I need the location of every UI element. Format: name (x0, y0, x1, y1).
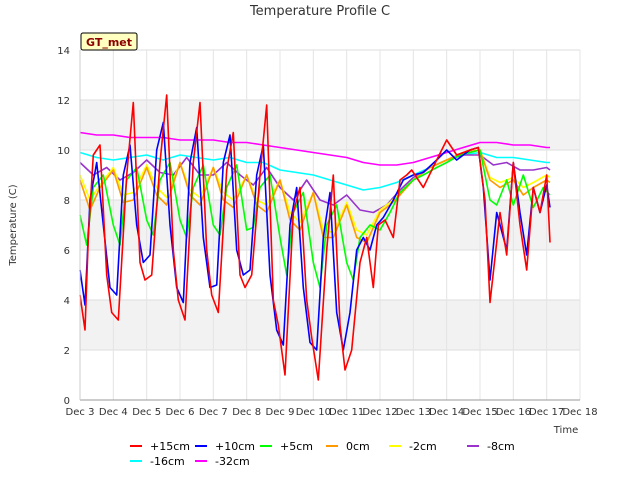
y-tick-labels: 0 2 4 6 8 10 12 14 (57, 46, 70, 407)
x-axis-label: Time (553, 425, 578, 436)
legend-label: +5cm (280, 440, 313, 453)
legend: +15cm +10cm +5cm 0cm -2cm -8cm -16cm -32cm (130, 440, 515, 468)
x-tick-label: Dec 16 (496, 407, 531, 418)
legend-item-+15cm: +15cm (130, 440, 190, 453)
series-line--32cm (79, 131, 550, 166)
y-tick-label: 14 (57, 46, 70, 57)
y-axis-label: Temperature (C) (8, 184, 19, 266)
badge-label: GT_met (86, 36, 132, 49)
x-tick-label: Dec 7 (199, 407, 228, 418)
legend-label: +15cm (150, 440, 190, 453)
x-tick-label: Dec 14 (429, 407, 464, 418)
legend-label: +10cm (215, 440, 255, 453)
legend-label: 0cm (346, 440, 370, 453)
x-tick-label: Dec 18 (562, 407, 597, 418)
x-tick-label: Dec 13 (396, 407, 431, 418)
y-tick-label: 2 (64, 346, 70, 357)
series-line-+15cm (79, 94, 551, 381)
y-tick-label: 10 (57, 146, 70, 157)
legend-item--8cm: -8cm (467, 440, 515, 453)
x-tick-label: Dec 15 (462, 407, 497, 418)
chart-title: Temperature Profile C (249, 4, 390, 19)
x-tick-label: Dec 12 (362, 407, 397, 418)
y-tick-label: 12 (57, 96, 70, 107)
y-tick-label: 6 (64, 246, 70, 257)
legend-item--16cm: -16cm (130, 455, 185, 468)
legend-item--32cm: -32cm (195, 455, 250, 468)
x-tick-label: Dec 3 (66, 407, 95, 418)
x-tick-label: Dec 11 (329, 407, 364, 418)
legend-label: -8cm (487, 440, 515, 453)
x-tick-labels: Dec 3 Dec 4 Dec 5 Dec 6 Dec 7 Dec 8 Dec 9 Dec 1… (66, 407, 598, 418)
legend-item-+5cm: +5cm (260, 440, 313, 453)
x-tick-label: Dec 5 (132, 407, 161, 418)
legend-label: -2cm (409, 440, 437, 453)
axes (79, 50, 580, 401)
x-tick-label: Dec 9 (266, 407, 295, 418)
legend-label: -16cm (150, 455, 185, 468)
x-tick-label: Dec 4 (99, 407, 128, 418)
x-tick-label: Dec 8 (232, 407, 261, 418)
legend-item-+10cm: +10cm (195, 440, 255, 453)
plot-band (80, 100, 580, 150)
legend-item-0cm: 0cm (326, 440, 370, 453)
y-tick-label: 0 (64, 396, 70, 407)
plot-band (80, 300, 580, 350)
x-tick-label: Dec 17 (529, 407, 564, 418)
x-tick-label: Dec 10 (296, 407, 331, 418)
y-tick-label: 8 (64, 196, 70, 207)
legend-label: -32cm (215, 455, 250, 468)
legend-item--2cm: -2cm (389, 440, 437, 453)
badge: GT_met (80, 32, 138, 51)
x-tick-label: Dec 6 (166, 407, 195, 418)
y-tick-label: 4 (64, 296, 70, 307)
series-lines (79, 94, 551, 381)
plot-bands (80, 50, 580, 400)
